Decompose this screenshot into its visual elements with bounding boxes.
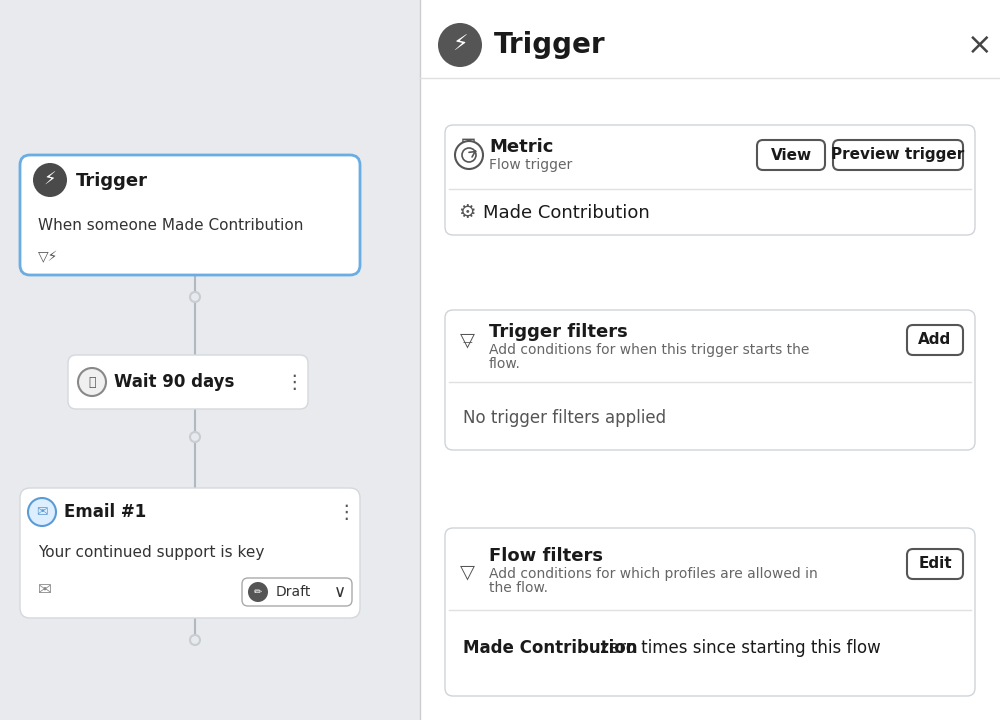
Circle shape	[190, 635, 200, 645]
Text: When someone Made Contribution: When someone Made Contribution	[38, 217, 303, 233]
FancyBboxPatch shape	[20, 488, 360, 618]
Text: ⋮: ⋮	[284, 372, 304, 392]
FancyBboxPatch shape	[242, 578, 352, 606]
Text: No trigger filters applied: No trigger filters applied	[463, 409, 666, 427]
Text: ⋮: ⋮	[336, 503, 356, 521]
Text: ▽⚡: ▽⚡	[38, 250, 58, 264]
Text: Metric: Metric	[489, 138, 553, 156]
FancyBboxPatch shape	[445, 125, 975, 235]
Text: Trigger filters: Trigger filters	[489, 323, 628, 341]
Text: ▽: ▽	[460, 562, 475, 582]
Text: Made Contribution: Made Contribution	[483, 204, 650, 222]
Text: Draft: Draft	[276, 585, 311, 599]
Text: Ⓡ: Ⓡ	[461, 137, 476, 161]
Circle shape	[462, 148, 476, 162]
Text: ✏: ✏	[254, 587, 262, 597]
Text: Trigger: Trigger	[494, 31, 606, 59]
Text: —: —	[462, 337, 472, 347]
Circle shape	[190, 432, 200, 442]
Text: Email #1: Email #1	[64, 503, 146, 521]
Circle shape	[438, 23, 482, 67]
Text: ⚙: ⚙	[458, 204, 476, 222]
Text: flow.: flow.	[489, 357, 521, 371]
Text: Trigger: Trigger	[76, 172, 148, 190]
FancyBboxPatch shape	[757, 140, 825, 170]
Text: Your continued support is key: Your continued support is key	[38, 546, 264, 560]
Text: Add: Add	[918, 333, 952, 348]
Text: ⏰: ⏰	[88, 376, 96, 389]
Text: Flow trigger: Flow trigger	[489, 158, 572, 172]
FancyBboxPatch shape	[420, 0, 1000, 720]
FancyBboxPatch shape	[445, 528, 975, 696]
FancyBboxPatch shape	[907, 325, 963, 355]
Text: ⚡: ⚡	[44, 171, 56, 189]
Circle shape	[78, 368, 106, 396]
Circle shape	[248, 582, 268, 602]
Text: ▽: ▽	[460, 330, 475, 349]
Text: View: View	[770, 148, 812, 163]
Text: Made Contribution: Made Contribution	[463, 639, 638, 657]
Circle shape	[190, 292, 200, 302]
Text: the flow.: the flow.	[489, 581, 548, 595]
Text: Flow filters: Flow filters	[489, 547, 603, 565]
Text: ×: ×	[967, 30, 993, 60]
Text: Add conditions for when this trigger starts the: Add conditions for when this trigger sta…	[489, 343, 809, 357]
Text: ⚡: ⚡	[452, 35, 468, 55]
Text: Add conditions for which profiles are allowed in: Add conditions for which profiles are al…	[489, 567, 818, 581]
Text: ∨: ∨	[334, 583, 346, 601]
Text: Edit: Edit	[918, 557, 952, 572]
Circle shape	[33, 163, 67, 197]
Text: ✉: ✉	[36, 505, 48, 519]
FancyBboxPatch shape	[907, 549, 963, 579]
FancyBboxPatch shape	[20, 155, 360, 275]
FancyBboxPatch shape	[445, 310, 975, 450]
Text: ✉: ✉	[38, 581, 52, 599]
Text: Preview trigger: Preview trigger	[831, 148, 965, 163]
FancyBboxPatch shape	[68, 355, 308, 409]
Text: zero times since starting this flow: zero times since starting this flow	[595, 639, 881, 657]
Circle shape	[455, 141, 483, 169]
Circle shape	[28, 498, 56, 526]
FancyBboxPatch shape	[833, 140, 963, 170]
Text: Wait 90 days: Wait 90 days	[114, 373, 234, 391]
